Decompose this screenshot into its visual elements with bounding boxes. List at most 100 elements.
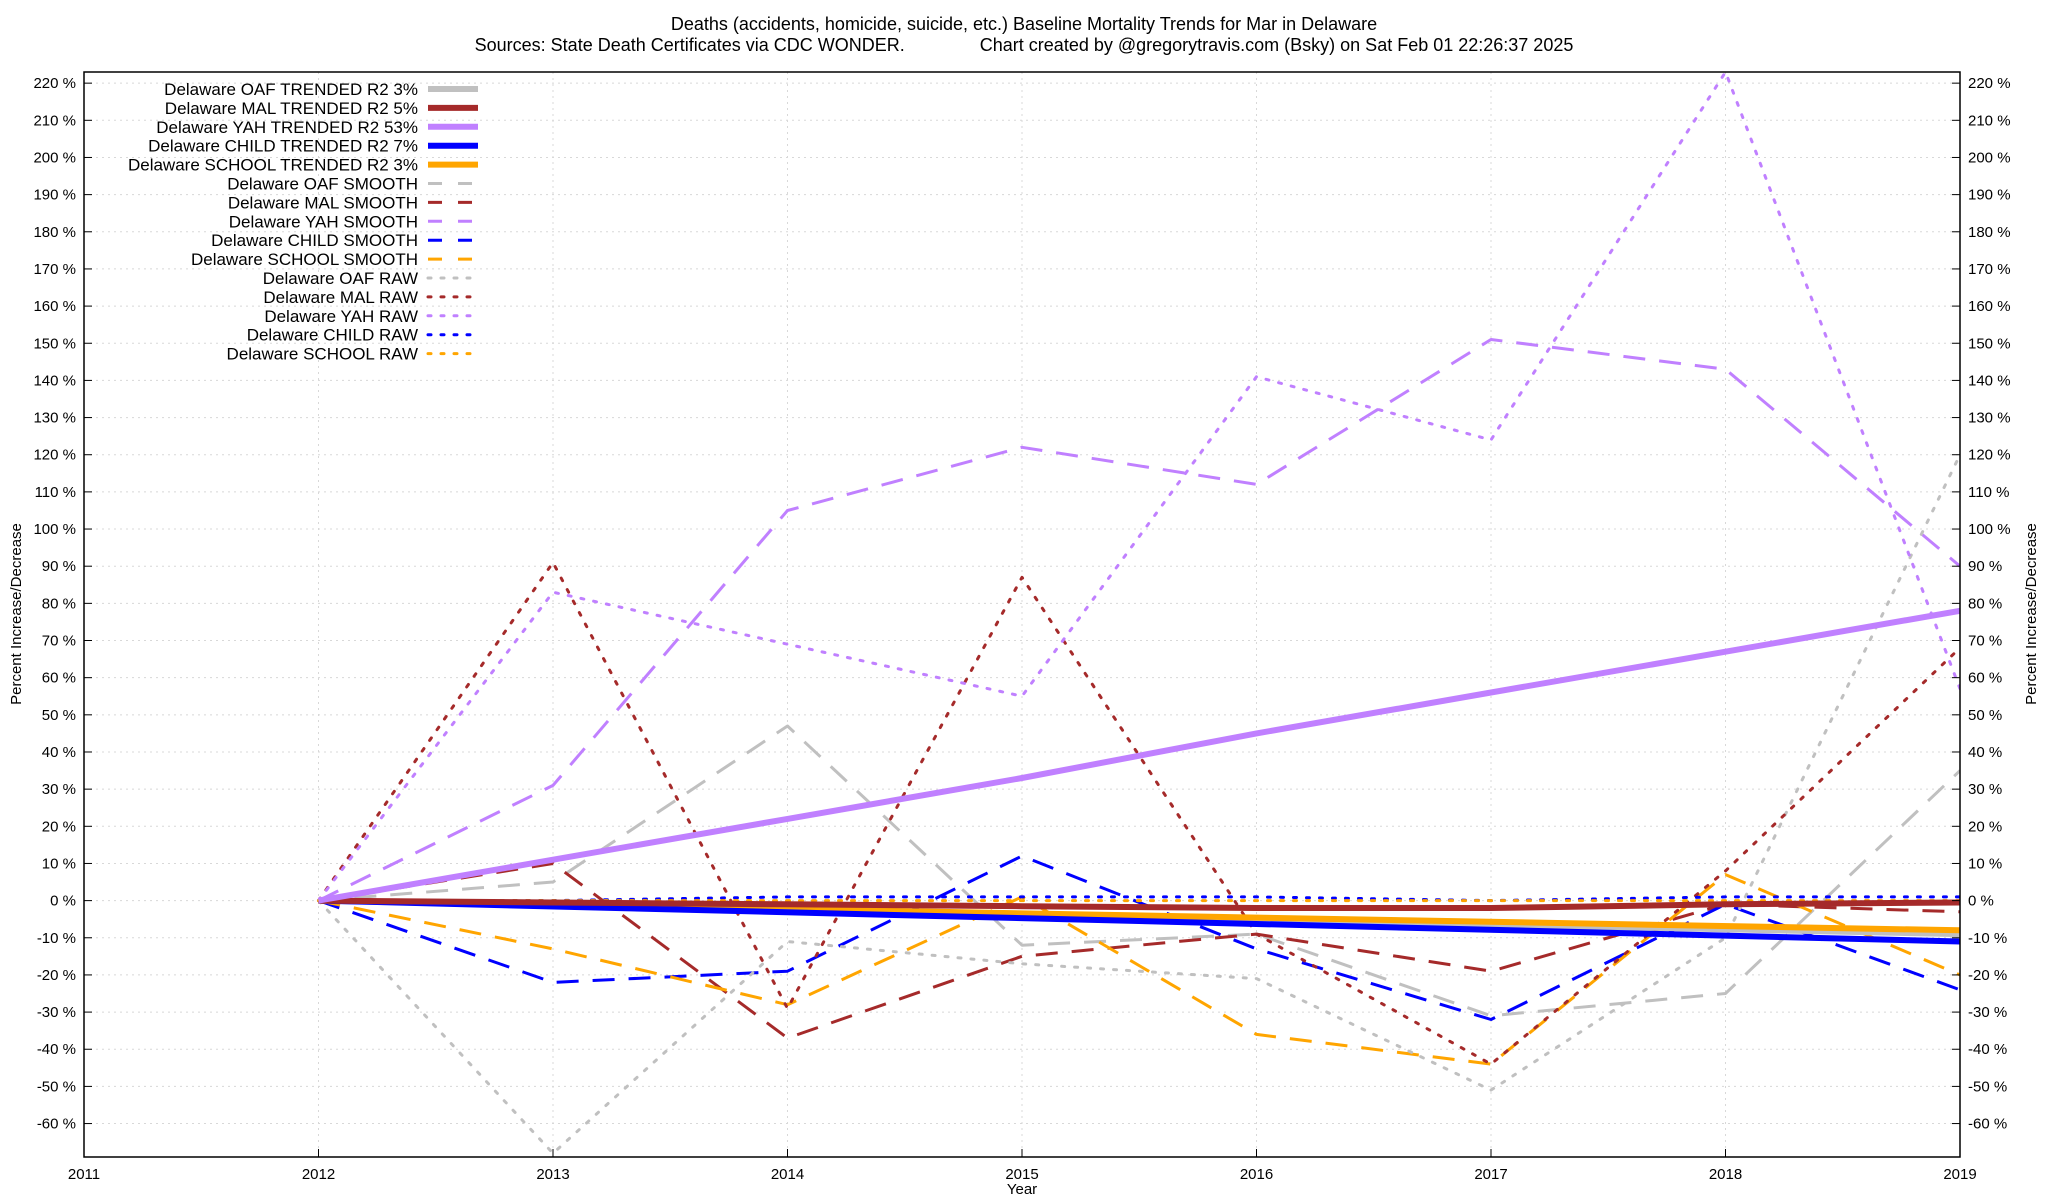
plot-series <box>317 72 1960 1155</box>
y-tick-label-right: 120 % <box>1968 447 2011 464</box>
legend-label-8: Delaware YAH SMOOTH <box>229 212 418 231</box>
y-tick-label-right: 210 % <box>1968 112 2011 129</box>
y-tick-label-right: -50 % <box>1968 1078 2007 1095</box>
y-axis-title-left: Percent Increase/Decrease <box>8 523 25 705</box>
y-tick-label-right: 50 % <box>1968 707 2002 724</box>
legend-label-7: Delaware MAL SMOOTH <box>228 193 418 212</box>
y-tick-label-right: 0 % <box>1968 893 1994 910</box>
y-tick-label-left: -20 % <box>37 967 76 984</box>
y-tick-label-right: 180 % <box>1968 224 2011 241</box>
y-tick-label-left: 170 % <box>33 261 76 278</box>
x-tick-label: 2018 <box>1709 1166 1742 1183</box>
legend: Delaware OAF TRENDED R2 3%Delaware MAL T… <box>128 80 480 364</box>
y-tick-label-right: 130 % <box>1968 410 2011 427</box>
x-axis-title: Year <box>1007 1181 1037 1198</box>
y-tick-label-left: 10 % <box>42 855 76 872</box>
legend-label-5: Delaware SCHOOL TRENDED R2 3% <box>128 156 418 175</box>
axis-ticks: 220 % 220 % 210 % 210 % 200 % 200 % 190 % 190 %… <box>33 75 2010 1183</box>
y-tick-label-left: 30 % <box>42 781 76 798</box>
y-tick-label-right: 70 % <box>1968 633 2002 650</box>
series-line-6 <box>318 724 1960 1018</box>
y-tick-label-left: 70 % <box>42 633 76 650</box>
y-tick-label-right: 140 % <box>1968 372 2011 389</box>
legend-label-1: Delaware OAF TRENDED R2 3% <box>164 80 418 99</box>
y-tick-label-right: -40 % <box>1968 1041 2007 1058</box>
y-tick-label-right: 90 % <box>1968 558 2002 575</box>
y-tick-label-right: 10 % <box>1968 855 2002 872</box>
y-tick-label-left: 80 % <box>42 595 76 612</box>
legend-label-14: Delaware CHILD RAW <box>247 326 418 345</box>
y-tick-label-left: 110 % <box>35 484 76 501</box>
y-tick-label-right: 150 % <box>1968 335 2011 352</box>
grid-lines <box>83 72 1961 1157</box>
legend-label-15: Delaware SCHOOL RAW <box>227 345 418 364</box>
y-tick-label-right: 30 % <box>1968 781 2002 798</box>
y-tick-label-left: 210 % <box>33 112 76 129</box>
y-tick-label-left: 220 % <box>33 75 76 92</box>
series-line-3 <box>317 607 1960 904</box>
x-tick-label: 2015 <box>1005 1166 1038 1183</box>
y-tick-label-left: 160 % <box>33 298 76 315</box>
y-tick-label-left: 0 % <box>50 893 76 910</box>
series-line-13 <box>317 72 1960 903</box>
y-tick-label-right: 160 % <box>1968 298 2011 315</box>
y-tick-label-right: -20 % <box>1968 967 2007 984</box>
y-tick-label-left: -10 % <box>37 930 76 947</box>
y-tick-label-left: -50 % <box>37 1078 76 1095</box>
y-tick-label-right: 100 % <box>1968 521 2011 538</box>
series-line-10 <box>318 873 1960 1066</box>
series-line-11 <box>317 453 1960 1155</box>
y-tick-label-right: -10 % <box>1968 930 2007 947</box>
legend-label-6: Delaware OAF SMOOTH <box>227 175 418 194</box>
y-tick-label-left: 200 % <box>33 149 76 166</box>
series-line-7 <box>318 862 1960 1040</box>
chart-subtitle: Sources: State Death Certificates via CD… <box>475 35 1574 55</box>
legend-label-9: Delaware CHILD SMOOTH <box>211 231 418 250</box>
y-tick-label-left: 120 % <box>33 447 76 464</box>
legend-label-11: Delaware OAF RAW <box>263 269 418 288</box>
x-tick-label: 2014 <box>771 1166 804 1183</box>
y-tick-label-left: 90 % <box>42 558 76 575</box>
x-tick-label: 2019 <box>1943 1166 1976 1183</box>
y-tick-label-right: -60 % <box>1968 1116 2007 1133</box>
y-tick-label-right: 80 % <box>1968 595 2002 612</box>
legend-label-2: Delaware MAL TRENDED R2 5% <box>165 99 418 118</box>
y-tick-label-left: 40 % <box>42 744 76 761</box>
legend-label-4: Delaware CHILD TRENDED R2 7% <box>148 137 418 156</box>
y-tick-label-left: 150 % <box>33 335 76 352</box>
series-line-8 <box>317 338 1960 902</box>
y-tick-label-right: 40 % <box>1968 744 2002 761</box>
y-tick-label-left: 100 % <box>33 521 76 538</box>
legend-label-10: Delaware SCHOOL SMOOTH <box>191 250 418 269</box>
y-tick-label-right: 170 % <box>1968 261 2011 278</box>
legend-label-13: Delaware YAH RAW <box>264 307 418 326</box>
legend-label-12: Delaware MAL RAW <box>263 288 418 307</box>
y-tick-label-left: -30 % <box>37 1004 76 1021</box>
x-tick-label: 2012 <box>302 1166 335 1183</box>
x-tick-label: 2017 <box>1474 1166 1507 1183</box>
y-tick-label-left: 130 % <box>33 410 76 427</box>
x-tick-label: 2013 <box>536 1166 569 1183</box>
series-line-2 <box>318 897 1960 911</box>
y-tick-label-right: 220 % <box>1968 75 2011 92</box>
y-tick-label-left: -40 % <box>37 1041 76 1058</box>
x-tick-label: 2016 <box>1240 1166 1273 1183</box>
x-tick-label: 2011 <box>68 1166 100 1183</box>
series-line-4 <box>318 897 1960 945</box>
y-tick-label-right: 190 % <box>1968 187 2011 204</box>
legend-label-3: Delaware YAH TRENDED R2 53% <box>156 118 418 137</box>
y-axis-title-right: Percent Increase/Decrease <box>2023 523 2040 705</box>
y-tick-label-right: 20 % <box>1968 818 2002 835</box>
y-tick-label-left: 190 % <box>33 187 76 204</box>
y-tick-label-left: 180 % <box>33 224 76 241</box>
series-line-12 <box>317 561 1960 1066</box>
y-tick-label-left: -60 % <box>37 1116 76 1133</box>
y-tick-label-right: 200 % <box>1968 149 2011 166</box>
y-tick-label-left: 50 % <box>42 707 76 724</box>
y-tick-label-left: 20 % <box>42 818 76 835</box>
y-tick-label-right: 110 % <box>1968 484 2009 501</box>
y-tick-label-left: 60 % <box>42 670 76 687</box>
y-tick-label-right: 60 % <box>1968 670 2002 687</box>
y-tick-label-right: -30 % <box>1968 1004 2007 1021</box>
